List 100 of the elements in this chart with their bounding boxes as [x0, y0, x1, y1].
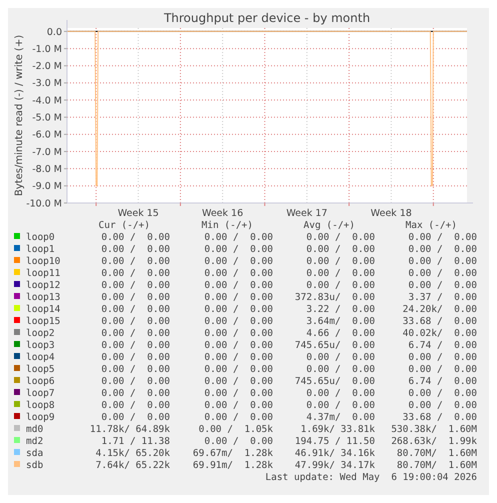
text: 0.00 / 0.00: [408, 400, 478, 411]
text: 0.00 / 0.00: [408, 244, 478, 255]
text: 0.00 / 1.05k: [198, 424, 274, 435]
text: 69.67m/ 1.28k: [192, 448, 274, 459]
text: 0.00 / 0.00: [306, 280, 376, 291]
text: 33.68 / 0.00: [402, 316, 478, 327]
text: 0.00 / 0.00: [101, 292, 170, 303]
text: 46.91k/ 34.16k: [294, 448, 376, 459]
text: 0.00 / 0.00: [101, 268, 170, 279]
text: 0.00 / 0.00: [204, 328, 274, 339]
text: 0.00 / 0.00: [306, 256, 376, 267]
text: 0.00 / 0.00: [101, 388, 170, 399]
chart-title: Throughput per device - by month: [162, 11, 370, 25]
text: 0.00 / 0.00: [204, 292, 274, 303]
x-tick-label: Week 17: [286, 208, 328, 219]
text: 0.00 / 0.00: [306, 268, 376, 279]
legend-label: loop13: [26, 292, 60, 303]
text: 0.00 / 0.00: [204, 304, 274, 315]
text: 0.00 / 0.00: [204, 316, 274, 327]
text: 0.00 / 0.00: [306, 244, 376, 255]
text: 0.00 / 0.00: [204, 232, 274, 243]
text: 0.00 / 0.00: [101, 256, 170, 267]
legend-label: loop8: [26, 400, 55, 411]
legend-label: loop4: [26, 352, 55, 363]
text: 6.74 / 0.00: [408, 340, 478, 351]
text: 0.00 / 0.00: [408, 256, 478, 267]
text: 0.00 / 0.00: [408, 280, 478, 291]
text: 3.37 / 0.00: [408, 292, 478, 303]
legend-label: loop7: [26, 388, 55, 399]
legend-label: loop14: [26, 304, 61, 315]
text: 0.00 / 0.00: [101, 280, 170, 291]
legend-label: loop5: [26, 364, 55, 375]
text: 47.99k/ 34.17k: [294, 460, 376, 471]
legend-label: loop11: [26, 268, 61, 279]
text: 1.69k/ 33.81k: [300, 424, 376, 435]
y-tick-label: 0.0: [46, 26, 62, 38]
text: 0.00 / 0.00: [101, 364, 170, 375]
text: 0.00 / 0.00: [101, 340, 170, 351]
legend-label: loop9: [26, 412, 55, 423]
legend-label: loop2: [26, 328, 55, 339]
text: 3.64m/ 0.00: [306, 316, 376, 327]
text: 0.00 / 0.00: [204, 412, 274, 423]
legend-label: loop10: [26, 256, 61, 267]
text: 0.00 / 0.00: [306, 364, 376, 375]
text: 0.00 / 0.00: [204, 352, 274, 363]
text: 0.00 / 0.00: [204, 244, 274, 255]
text: 1.71 / 11.38: [101, 436, 170, 447]
text: 6.74 / 0.00: [408, 376, 478, 387]
text: 24.20k/ 0.00: [402, 304, 478, 315]
text: 4.66 / 0.00: [306, 328, 376, 339]
legend-label: md2: [26, 436, 44, 447]
text: Cur (-/+): [98, 220, 150, 231]
text: 0.00 / 0.00: [408, 232, 478, 243]
legend-label: md0: [26, 424, 44, 435]
text: 11.78k/ 64.89k: [90, 424, 170, 435]
text: 268.63k/ 1.99k: [391, 436, 478, 447]
text: 194.75 / 11.50: [294, 436, 376, 447]
text: 4.37m/ 0.00: [306, 412, 376, 423]
text: 372.83u/ 0.00: [294, 292, 376, 303]
legend-label: sda: [26, 448, 44, 459]
text: 80.70M/ 1.60M: [396, 460, 478, 471]
text: 0.00 / 0.00: [101, 316, 170, 327]
text: Max (-/+): [406, 220, 457, 231]
text: 0.00 / 0.00: [306, 388, 376, 399]
text: 3.22 / 0.00: [306, 304, 376, 315]
text: 0.00 / 0.00: [408, 352, 478, 363]
text: 0.00 / 0.00: [204, 400, 274, 411]
text: 0.00 / 0.00: [101, 376, 170, 387]
text: 7.64k/ 65.22k: [96, 460, 170, 471]
legend-label: sdb: [26, 460, 44, 471]
text: 0.00 / 0.00: [101, 352, 170, 363]
x-tick-label: Week 15: [118, 208, 159, 219]
text: 0.00 / 0.00: [408, 268, 478, 279]
text: 0.00 / 0.00: [408, 388, 478, 399]
legend-label: loop12: [26, 280, 60, 291]
x-tick-label: Week 18: [370, 208, 412, 219]
y-tick-label: -5.0 M: [32, 112, 62, 124]
y-tick-label: -8.0 M: [32, 164, 62, 176]
legend-label: loop15: [26, 316, 60, 327]
text: 0.00 / 0.00: [204, 340, 274, 351]
text: 0.00 / 0.00: [101, 232, 170, 243]
y-tick-label: -3.0 M: [32, 78, 62, 90]
text: 0.00 / 0.00: [204, 388, 274, 399]
text: 0.00 / 0.00: [204, 256, 274, 267]
text: 0.00 / 0.00: [204, 436, 274, 447]
text: 0.00 / 0.00: [204, 280, 274, 291]
x-tick-label: Week 16: [202, 208, 244, 219]
text: 0.00 / 0.00: [204, 364, 274, 375]
text: 0.00 / 0.00: [204, 376, 274, 387]
text: 69.91m/ 1.28k: [192, 460, 274, 471]
y-tick-label: -7.0 M: [32, 146, 62, 158]
text: 0.00 / 0.00: [101, 244, 170, 255]
text: 40.02k/ 0.00: [402, 328, 478, 339]
text: Min (-/+): [202, 220, 253, 231]
text: 0.00 / 0.00: [204, 268, 274, 279]
text: 4.15k/ 65.20k: [96, 448, 170, 459]
text: 0.00 / 0.00: [306, 232, 376, 243]
legend-label: loop3: [26, 340, 55, 351]
y-tick-label: -10.0 M: [26, 198, 62, 210]
text: 0.00 / 0.00: [306, 352, 376, 363]
